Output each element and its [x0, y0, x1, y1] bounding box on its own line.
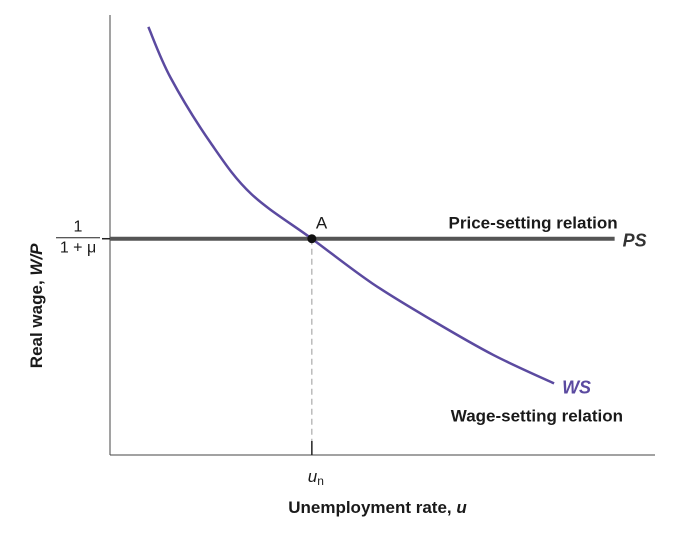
x-axis-title-var: u: [456, 498, 467, 517]
y-axis-title: Real wage, W/P: [27, 243, 46, 368]
series-ws-curve: [147, 26, 555, 385]
ws-name-label: WS: [562, 377, 591, 397]
y-axis-title-var: W/P: [27, 243, 46, 276]
y-tick-denominator: 1 + μ: [60, 240, 96, 257]
x-axis-title: Unemployment rate, u: [288, 498, 467, 517]
x-tick-label: un: [308, 467, 324, 488]
equilibrium-label: A: [316, 214, 328, 233]
y-axis-title-text: Real wage,: [27, 276, 46, 369]
x-tick-subscript: n: [317, 474, 324, 488]
equilibrium-point: [307, 234, 317, 244]
ps-name-label: PS: [623, 231, 647, 251]
x-tick-u: u: [308, 467, 318, 486]
ps-description-label: Price-setting relation: [449, 214, 618, 233]
y-tick-numerator: 1: [74, 219, 83, 236]
ws-description-label: Wage-setting relation: [451, 406, 623, 425]
x-axis-title-text: Unemployment rate,: [288, 498, 456, 517]
